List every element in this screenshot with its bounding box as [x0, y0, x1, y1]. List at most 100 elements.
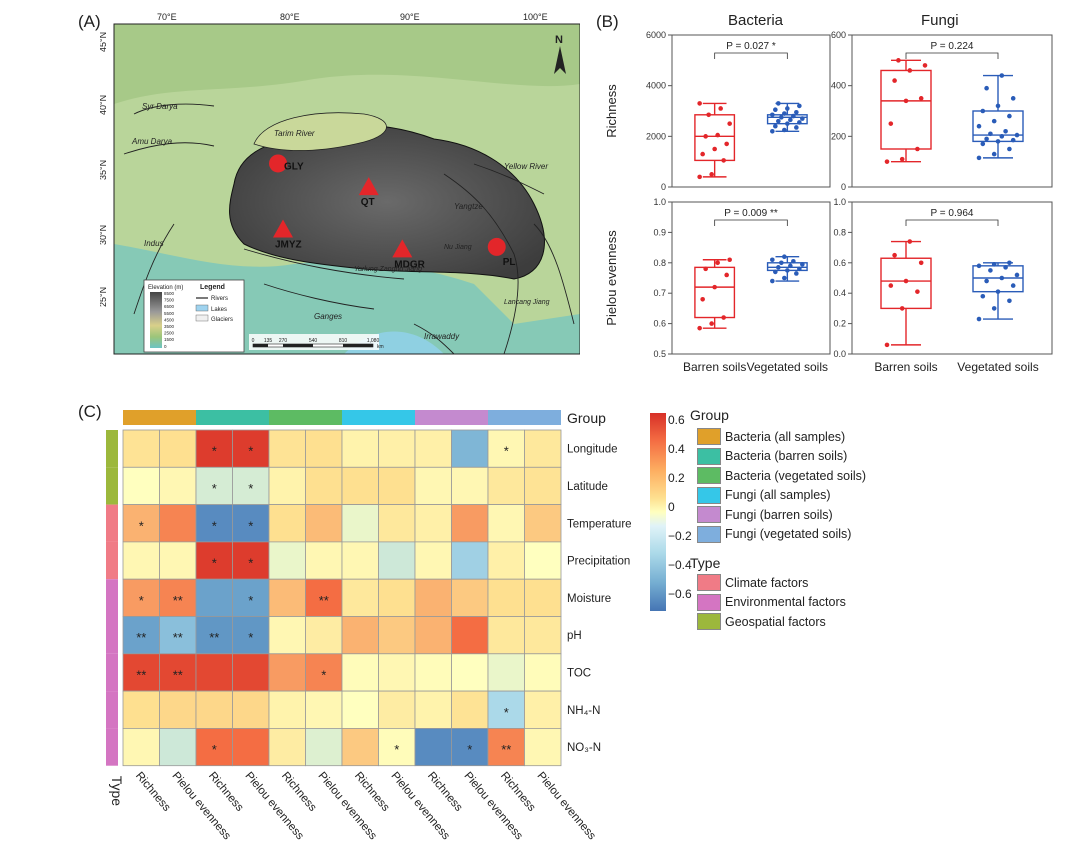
tarim-basin-outline — [253, 112, 387, 151]
heatmap-cell — [341, 578, 379, 617]
row-label: TOC — [567, 667, 591, 679]
heatmap-cell — [232, 578, 270, 617]
y-tick-label: 400 — [831, 81, 846, 91]
data-point — [896, 58, 901, 63]
heatmap-cell — [232, 466, 270, 505]
data-point — [980, 108, 986, 114]
site-jmyz: JMYZ — [273, 219, 302, 250]
heatmap-cell — [341, 504, 379, 543]
significance-star: ** — [501, 742, 511, 757]
p-value-annotation: P = 0.224 — [931, 41, 974, 52]
heatmap-cell — [341, 727, 379, 767]
plateau — [229, 124, 545, 279]
group-annotation-cell — [159, 410, 196, 425]
column-label: Richness — [133, 770, 173, 814]
data-point — [770, 257, 775, 263]
type-annotation-label: Type — [109, 776, 125, 807]
data-point — [773, 269, 778, 275]
box-barren — [880, 58, 932, 164]
data-point — [1010, 283, 1016, 288]
svg-text:Syr Darya: Syr Darya — [142, 102, 178, 111]
legend-swatch — [697, 428, 721, 445]
elevation-title: Elevation (m) — [148, 285, 183, 291]
heatmap-cell — [414, 541, 452, 580]
y-tick-label: 4000 — [646, 81, 666, 91]
legend-rivers: Rivers — [211, 296, 228, 302]
data-point — [907, 239, 913, 244]
y-tick-label: 0.5 — [653, 349, 666, 359]
heatmap-cell — [487, 653, 525, 692]
type-legend-item: Environmental factors — [697, 593, 846, 611]
data-point — [782, 275, 787, 281]
x-category-label: Vegetated soils — [747, 360, 828, 374]
data-point — [712, 146, 717, 152]
heatmap-cell — [341, 541, 379, 580]
significance-star: * — [467, 742, 472, 757]
box-iqr — [972, 110, 1024, 143]
boxplot-0: 0 2000 4000 6000 Richness P = 0.027 * — [604, 30, 831, 192]
colorbar-tick-label: 0.6 — [668, 413, 685, 427]
heatmap-cell — [524, 541, 562, 580]
data-point — [984, 85, 989, 91]
data-point — [727, 257, 732, 263]
row-label: Longitude — [567, 444, 618, 456]
boxplot-panel: 0 2000 4000 6000 Richness P = 0.027 * 0 200 400 6… — [604, 30, 1053, 374]
heatmap-cell — [195, 466, 233, 505]
group-annotation-cell — [269, 410, 306, 425]
data-point — [785, 268, 790, 273]
heatmap-cell — [159, 541, 197, 580]
legend-swatch — [697, 467, 721, 484]
heatmap-cell — [195, 690, 233, 729]
heatmap-cell — [487, 541, 525, 580]
data-point — [899, 156, 905, 162]
data-point — [779, 260, 784, 266]
type-annotation-cell — [106, 653, 118, 692]
data-point — [991, 306, 997, 311]
data-point — [779, 115, 784, 120]
data-point — [797, 120, 802, 125]
y-tick-label: 0.7 — [653, 288, 666, 298]
svg-text:Yellow River: Yellow River — [504, 162, 548, 171]
significance-star: * — [248, 630, 253, 645]
heatmap-cell — [122, 429, 160, 468]
heatmap-cell — [268, 504, 306, 543]
data-point — [712, 284, 717, 290]
scale-tick: 1,080 — [367, 338, 380, 344]
heatmap-cell — [305, 690, 343, 729]
significance-bracket — [905, 219, 999, 226]
data-point — [715, 132, 720, 138]
data-point — [999, 275, 1005, 281]
legend-swatch — [697, 593, 721, 611]
colorbar-tick-label: 0.4 — [668, 442, 685, 456]
data-point — [892, 78, 897, 83]
data-point — [995, 139, 1001, 144]
data-point — [794, 125, 799, 130]
data-point — [999, 73, 1005, 78]
boxplot-2: 0.5 0.6 0.7 0.8 0.9 1.0 Pielou evenness P = 0.0… — [604, 197, 831, 374]
heatmap-cell — [305, 616, 343, 655]
significance-star: * — [212, 742, 217, 757]
colorbar-tick-label: 0.2 — [668, 471, 685, 485]
legend-label: Geospatial factors — [725, 614, 826, 629]
data-point — [976, 155, 982, 161]
site-triangle-icon — [273, 219, 294, 238]
heatmap-cell — [451, 653, 489, 692]
heatmap-cell — [232, 616, 270, 655]
group-annotation-cell — [415, 410, 452, 425]
data-point — [697, 325, 702, 331]
heatmap-cell — [414, 727, 452, 767]
box-barren — [694, 257, 736, 331]
data-point — [1014, 132, 1020, 138]
heatmap-cell — [268, 616, 306, 655]
lon-label: 90°E — [400, 12, 420, 22]
box-iqr — [694, 266, 736, 319]
legend-swatch — [697, 447, 721, 465]
river-lines — [123, 103, 575, 355]
significance-star: * — [394, 742, 399, 757]
heatmap-cell — [268, 690, 306, 729]
data-point — [976, 263, 982, 269]
row-label: Precipitation — [567, 556, 630, 568]
heatmap-cell — [268, 727, 306, 767]
data-point — [991, 151, 997, 157]
scale-tick: 540 — [309, 338, 318, 344]
